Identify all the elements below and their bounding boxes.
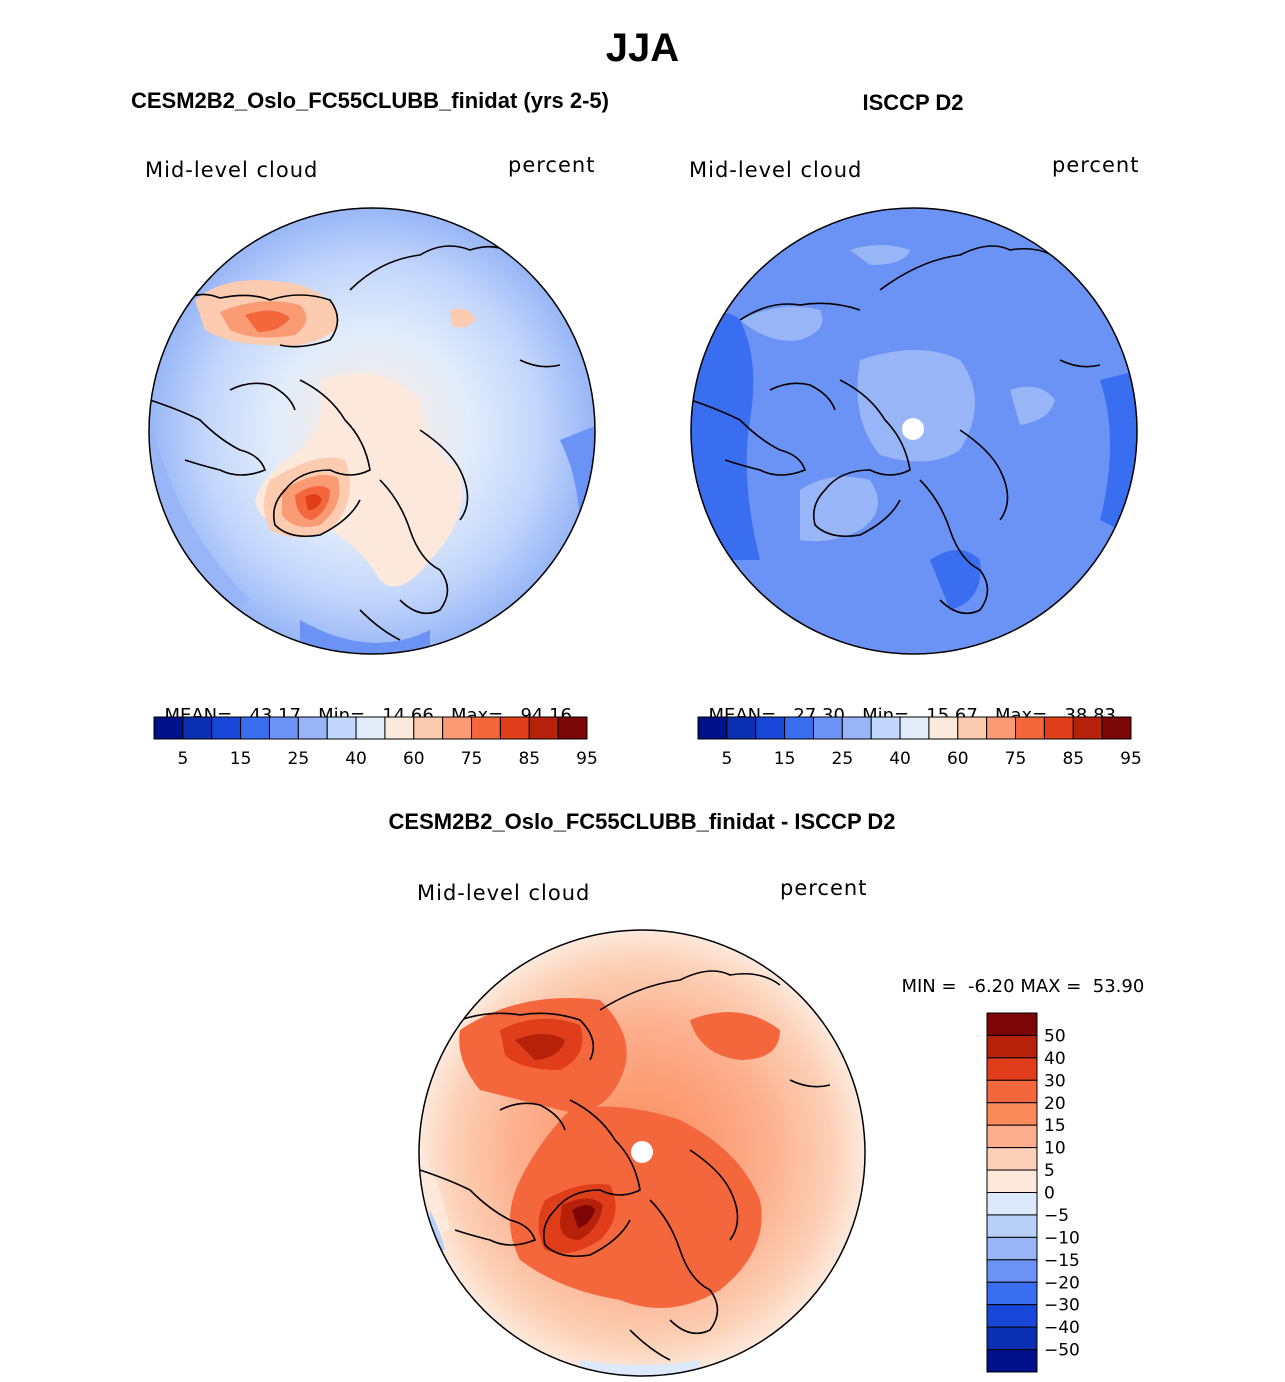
panel2-colorbar-tick: 85 (1062, 749, 1084, 769)
panel2-colorbar-tick: 95 (1120, 749, 1142, 769)
panel3-colorbar-tick: −15 (1044, 1251, 1080, 1271)
panel1-colorbar-tick: 60 (403, 749, 425, 769)
panel2-title: ISCCP D2 (862, 90, 964, 115)
panel3-variable: Mid-level cloud (417, 881, 591, 905)
panel3-colorbar-swatch (986, 1147, 1038, 1171)
panel2-max-value: 38.83 (1064, 705, 1116, 726)
panel3-colorbar-tick: 30 (1044, 1071, 1066, 1091)
panel3-colorbar-tick: −40 (1044, 1318, 1080, 1338)
panel3-colorbar-swatch (986, 1214, 1038, 1238)
panel2-colorbar-tick: 25 (832, 749, 854, 769)
panel3-max-label: MAX = (1020, 976, 1082, 997)
panel1-variable: Mid-level cloud (145, 158, 319, 182)
panel3-colorbar-tick: −20 (1044, 1273, 1080, 1293)
panel1-min-label: Min= (318, 705, 366, 726)
panel1-colorbar-tick: 85 (518, 749, 540, 769)
panel3-colorbar-swatch (986, 1124, 1038, 1149)
panel1-max-label: Max= (451, 705, 504, 726)
panel1-min-value: 14.66 (382, 705, 434, 726)
panel2-colorbar-tick: 5 (721, 749, 732, 769)
panel3-title: CESM2B2_Oslo_FC55CLUBB_finidat - ISCCP D… (388, 809, 896, 834)
panel3-colorbar-tick: 50 (1044, 1026, 1066, 1046)
panel3-colorbar-swatch (986, 1326, 1038, 1351)
panel2-mean-value: 27.30 (793, 705, 845, 726)
panel1-units: percent (508, 153, 596, 177)
panel2-colorbar-tick: 40 (889, 749, 911, 769)
panel2-mean-label: MEAN= (708, 705, 777, 726)
panel3-colorbar-tick: −30 (1044, 1296, 1080, 1316)
panel3-colorbar-swatch (986, 1259, 1038, 1283)
panel1-colorbar-tick: 75 (461, 749, 483, 769)
panel1-colorbar-tick: 5 (177, 749, 188, 769)
panel3-min-label: MIN = (901, 976, 957, 997)
panel3-colorbar-swatch (986, 1304, 1038, 1328)
panel3-colorbar-swatch (986, 1349, 1038, 1373)
panel2-max-label: Max= (995, 705, 1048, 726)
panel2-min-label: Min= (862, 705, 910, 726)
panel3-max-value: 53.90 (1092, 976, 1145, 997)
panel2-units: percent (1052, 153, 1140, 177)
panel3-colorbar-tick: 0 (1044, 1184, 1055, 1204)
panel1-colorbar-tick: 15 (230, 749, 252, 769)
panel1-stats: MEAN= 43.17 Min= 14.66 Max= 94.16 (153, 684, 572, 726)
panel3-colorbar-tick: 20 (1044, 1094, 1066, 1114)
panel3-colorbar-tick: 5 (1044, 1161, 1055, 1181)
panel3-colorbar-tick: 40 (1044, 1049, 1066, 1069)
panel3-stats: MIN = -6.20 MAX = 53.90 (890, 955, 1144, 997)
panel3-min-value: -6.20 (968, 976, 1015, 997)
figure-title: JJA (605, 26, 680, 70)
panel3-colorbar-tick: 15 (1044, 1116, 1066, 1136)
panel1-title: CESM2B2_Oslo_FC55CLUBB_finidat (yrs 2-5) (130, 88, 609, 113)
panel1-colorbar-tick: 40 (345, 749, 367, 769)
panel1-mean-value: 43.17 (249, 705, 301, 726)
panel3-colorbar-tick: −10 (1044, 1228, 1080, 1248)
panel2-colorbar-tick: 15 (774, 749, 796, 769)
panel1-colorbar-tick: 95 (576, 749, 598, 769)
panel3-colorbar-tick: −50 (1044, 1341, 1080, 1361)
panel3-units: percent (780, 876, 868, 900)
panel3-colorbar-swatch (986, 1079, 1038, 1104)
panel2-colorbar-tick: 60 (947, 749, 969, 769)
panel1-mean-label: MEAN= (164, 705, 233, 726)
panel2-min-value: 15.67 (926, 705, 978, 726)
panel3-colorbar-swatch (986, 1012, 1038, 1036)
panel3-colorbar-swatch (986, 1192, 1038, 1216)
panel3-colorbar-swatch (986, 1034, 1038, 1059)
panel3-colorbar-swatch (986, 1057, 1038, 1081)
panel3-colorbar-swatch (986, 1169, 1038, 1193)
panel3-colorbar-swatch (986, 1102, 1038, 1126)
panel1-max-value: 94.16 (520, 705, 572, 726)
panel2-variable: Mid-level cloud (689, 158, 863, 182)
panel3-colorbar-tick: 10 (1044, 1139, 1066, 1159)
panel3-colorbar-tick: −5 (1044, 1206, 1069, 1226)
panel3-colorbar-swatch (986, 1236, 1038, 1261)
panel2-stats: MEAN= 27.30 Min= 15.67 Max= 38.83 (697, 684, 1116, 726)
panel1-colorbar-tick: 25 (288, 749, 310, 769)
panel2-colorbar-tick: 75 (1005, 749, 1027, 769)
panel3-colorbar-swatch (986, 1281, 1038, 1306)
